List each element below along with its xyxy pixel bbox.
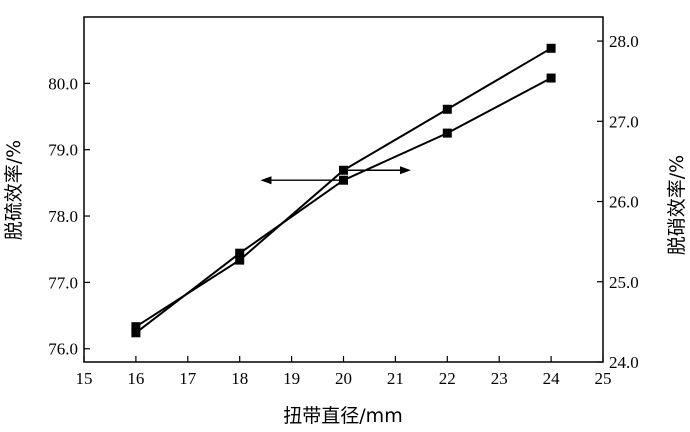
arrow-left-head <box>260 176 272 185</box>
x-tick-label: 21 <box>387 369 404 388</box>
x-axis-title: 扭带直径/mm <box>283 405 402 427</box>
series-right-marker <box>546 43 556 53</box>
x-tick-label: 19 <box>283 369 300 388</box>
x-tick-label: 22 <box>439 369 456 388</box>
y-left-tick-label: 79.0 <box>48 141 78 160</box>
x-tick-label: 20 <box>335 369 352 388</box>
x-tick-label: 15 <box>76 369 93 388</box>
y-left-tick-label: 78.0 <box>48 207 78 226</box>
x-tick-label: 24 <box>543 369 561 388</box>
y-right-tick-label: 24.0 <box>609 353 639 372</box>
y-axis-right-title: 脱硝效率/% <box>666 155 688 255</box>
y-right-tick-label: 27.0 <box>609 112 639 131</box>
y-left-tick-label: 80.0 <box>48 74 78 93</box>
y-right-tick-label: 26.0 <box>609 193 639 212</box>
series-right-marker <box>131 322 141 332</box>
x-tick-label: 18 <box>231 369 248 388</box>
x-tick-label: 25 <box>595 369 612 388</box>
x-tick-label: 23 <box>491 369 508 388</box>
y-right-tick-label: 28.0 <box>609 32 639 51</box>
arrow-right-head <box>399 166 411 175</box>
y-left-tick-label: 76.0 <box>48 340 78 359</box>
x-tick-label: 17 <box>179 369 197 388</box>
y-left-tick-label: 77.0 <box>48 273 78 292</box>
series-left-marker <box>546 73 556 83</box>
series-left-line <box>135 77 552 334</box>
series-left-marker <box>131 328 141 338</box>
series-right-marker <box>235 255 245 265</box>
series-right-marker <box>442 104 452 114</box>
series-left-marker <box>235 248 245 258</box>
y-right-tick-label: 25.0 <box>609 273 639 292</box>
x-tick-label: 16 <box>127 369 144 388</box>
y-axis-left-title: 脱硫效率/% <box>3 140 25 240</box>
series-left-marker <box>442 128 452 138</box>
